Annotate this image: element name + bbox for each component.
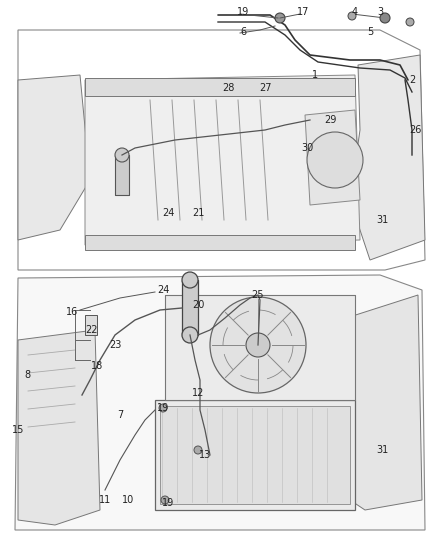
Circle shape [406,18,414,26]
Bar [165,295,355,400]
Text: 24: 24 [162,208,174,218]
Text: 17: 17 [297,7,309,17]
Bar [85,78,355,96]
Text: 10: 10 [122,495,134,505]
Text: 19: 19 [162,498,174,508]
Text: 8: 8 [24,370,30,380]
Text: 27: 27 [259,83,271,93]
Circle shape [246,333,270,357]
Polygon shape [350,55,425,260]
Text: 1: 1 [312,70,318,80]
Text: 19: 19 [237,7,249,17]
Circle shape [115,148,129,162]
Text: 26: 26 [409,125,421,135]
Text: 22: 22 [86,325,98,335]
Text: 20: 20 [192,300,204,310]
Text: 19: 19 [157,403,169,413]
Circle shape [210,297,306,393]
Bar [115,155,129,195]
Circle shape [194,446,202,454]
Circle shape [275,13,285,23]
Circle shape [159,404,167,412]
Text: 23: 23 [109,340,121,350]
Text: 11: 11 [99,495,111,505]
Text: 24: 24 [157,285,169,295]
Circle shape [348,12,356,20]
Text: 5: 5 [367,27,373,37]
Text: 31: 31 [376,445,388,455]
Text: 7: 7 [117,410,123,420]
Bar [85,315,97,335]
Text: 3: 3 [377,7,383,17]
Text: 29: 29 [324,115,336,125]
Text: 25: 25 [252,290,264,300]
Circle shape [307,132,363,188]
Polygon shape [305,110,360,205]
Polygon shape [18,330,100,525]
Text: 30: 30 [301,143,313,153]
Bar [85,235,355,250]
Text: 16: 16 [66,307,78,317]
Polygon shape [335,295,422,510]
Bar [155,400,355,510]
Circle shape [182,327,198,343]
Polygon shape [18,75,90,240]
Text: 4: 4 [352,7,358,17]
Bar [160,406,350,504]
Text: 15: 15 [12,425,24,435]
Circle shape [161,496,169,504]
Text: 21: 21 [192,208,204,218]
Bar [182,280,198,335]
Text: 13: 13 [199,450,211,460]
Text: 31: 31 [376,215,388,225]
Circle shape [182,272,198,288]
Text: 18: 18 [91,361,103,371]
Circle shape [380,13,390,23]
Text: 2: 2 [409,75,415,85]
Polygon shape [15,275,425,530]
Polygon shape [85,75,360,245]
Text: 6: 6 [240,27,246,37]
Text: 12: 12 [192,388,204,398]
Text: 28: 28 [222,83,234,93]
